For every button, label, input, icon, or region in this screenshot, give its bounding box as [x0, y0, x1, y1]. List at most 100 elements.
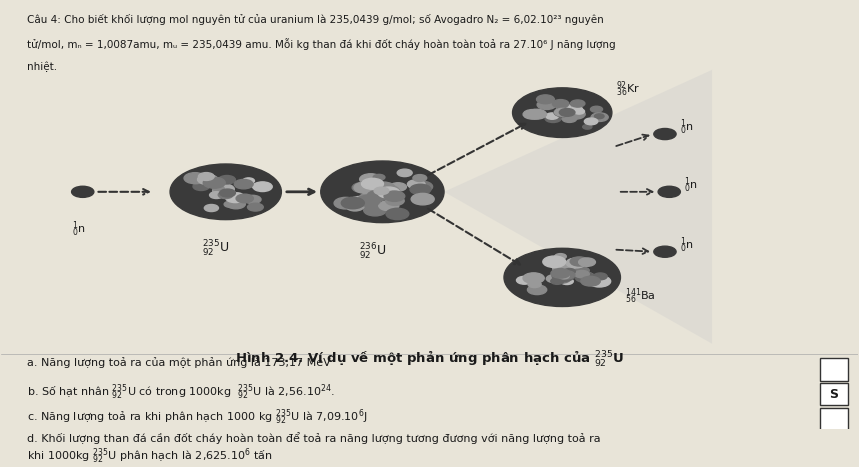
Circle shape [346, 202, 363, 211]
Circle shape [214, 184, 235, 194]
Circle shape [411, 181, 433, 192]
Circle shape [552, 99, 569, 108]
Circle shape [413, 175, 427, 182]
Circle shape [504, 248, 620, 306]
Circle shape [557, 104, 570, 111]
Circle shape [363, 205, 387, 216]
Circle shape [386, 208, 409, 219]
Circle shape [523, 110, 542, 119]
Circle shape [356, 198, 371, 205]
Circle shape [204, 175, 215, 180]
Circle shape [348, 197, 372, 208]
Text: $^1_0$n: $^1_0$n [679, 117, 693, 137]
Text: tử/mol, mₙ = 1,0087amu, mᵤ = 235,0439 amu. Mỗi kg than đá khi đốt cháy hoàn toàn: tử/mol, mₙ = 1,0087amu, mᵤ = 235,0439 am… [27, 38, 616, 50]
Circle shape [555, 254, 566, 259]
Circle shape [213, 186, 233, 196]
Circle shape [528, 281, 541, 288]
Circle shape [352, 183, 372, 192]
Circle shape [214, 191, 226, 197]
Circle shape [221, 193, 232, 198]
Circle shape [576, 267, 589, 274]
Circle shape [378, 187, 399, 198]
Circle shape [558, 274, 570, 279]
Circle shape [374, 187, 389, 195]
Text: $^{92}_{36}$Kr: $^{92}_{36}$Kr [616, 79, 640, 99]
Circle shape [220, 189, 235, 197]
Circle shape [193, 182, 210, 191]
Circle shape [344, 200, 356, 206]
Polygon shape [444, 70, 712, 344]
Text: nhiệt.: nhiệt. [27, 61, 58, 72]
Circle shape [580, 273, 594, 280]
Circle shape [377, 186, 399, 197]
Circle shape [204, 205, 218, 212]
Circle shape [552, 262, 576, 274]
Circle shape [226, 193, 245, 203]
Circle shape [570, 257, 588, 266]
Circle shape [224, 201, 236, 207]
Circle shape [570, 100, 585, 107]
Circle shape [559, 108, 575, 116]
Circle shape [360, 174, 381, 185]
Circle shape [407, 180, 425, 189]
Circle shape [236, 194, 253, 203]
Circle shape [546, 275, 562, 283]
Text: $^1_0$n: $^1_0$n [679, 235, 693, 255]
Circle shape [654, 246, 676, 257]
Circle shape [204, 177, 225, 188]
Text: c. Năng lượng toả ra khi phân hạch 1000 kg $^{235}_{92}$U là 7,09.10$^6$J: c. Năng lượng toả ra khi phân hạch 1000 … [27, 407, 368, 427]
Circle shape [572, 264, 585, 270]
Circle shape [210, 191, 223, 198]
Circle shape [594, 273, 607, 280]
FancyBboxPatch shape [820, 358, 848, 381]
Text: Hình 2.4. Ví dụ về một phản ứng phân hạch của $^{235}_{92}$U: Hình 2.4. Ví dụ về một phản ứng phân hạc… [235, 350, 624, 370]
Circle shape [379, 201, 399, 211]
Circle shape [581, 276, 600, 286]
Text: b. Số hạt nhân $^{235}_{92}$U có trong 1000kg  $^{235}_{92}$U là 2,56.10$^{24}$.: b. Số hạt nhân $^{235}_{92}$U có trong 1… [27, 382, 335, 402]
Circle shape [545, 113, 558, 119]
Circle shape [537, 95, 554, 104]
Circle shape [576, 272, 595, 283]
Circle shape [654, 128, 676, 140]
Circle shape [384, 191, 405, 201]
Circle shape [71, 186, 94, 198]
Circle shape [170, 164, 282, 219]
Circle shape [253, 182, 272, 191]
Circle shape [574, 109, 584, 114]
Circle shape [543, 256, 566, 268]
Circle shape [590, 106, 602, 112]
Circle shape [561, 278, 573, 284]
Circle shape [386, 196, 405, 205]
Circle shape [217, 188, 235, 197]
Circle shape [371, 182, 395, 194]
Circle shape [233, 200, 243, 205]
Circle shape [374, 188, 390, 196]
FancyBboxPatch shape [820, 408, 848, 430]
Circle shape [411, 193, 434, 205]
Circle shape [537, 100, 556, 109]
Circle shape [362, 178, 383, 189]
Circle shape [545, 114, 561, 122]
Circle shape [594, 114, 604, 119]
Circle shape [247, 203, 263, 211]
Circle shape [566, 258, 586, 268]
Circle shape [367, 191, 388, 201]
Circle shape [551, 278, 564, 284]
Text: S: S [830, 388, 838, 401]
Circle shape [516, 276, 533, 284]
Circle shape [252, 184, 262, 189]
Circle shape [552, 270, 575, 282]
FancyBboxPatch shape [820, 433, 848, 455]
Circle shape [243, 178, 254, 184]
Circle shape [575, 270, 589, 278]
Circle shape [582, 125, 592, 129]
Circle shape [552, 274, 570, 283]
Circle shape [562, 115, 576, 122]
Circle shape [363, 188, 385, 199]
Circle shape [513, 88, 612, 137]
Text: $^{141}_{56}$Ba: $^{141}_{56}$Ba [624, 287, 655, 306]
Text: Câu 4: Cho biết khối lượng mol nguyên tử của uranium là 235,0439 g/mol; số Avoga: Câu 4: Cho biết khối lượng mol nguyên tử… [27, 14, 604, 25]
Circle shape [565, 109, 585, 119]
Circle shape [397, 169, 412, 177]
Circle shape [376, 185, 399, 197]
